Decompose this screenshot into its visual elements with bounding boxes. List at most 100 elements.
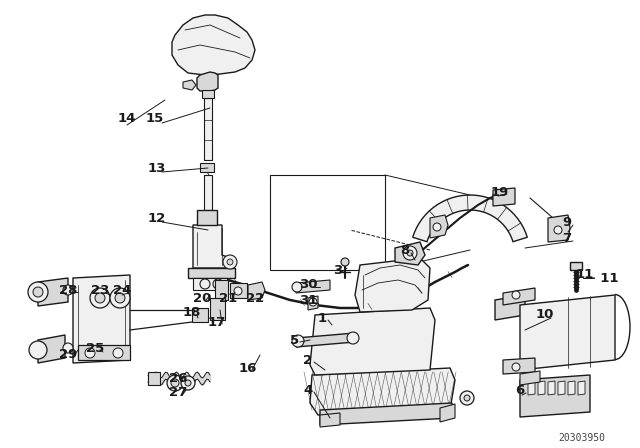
Text: 25: 25 bbox=[86, 341, 104, 354]
Polygon shape bbox=[395, 242, 425, 265]
Circle shape bbox=[554, 226, 562, 234]
Text: 20303950: 20303950 bbox=[558, 433, 605, 443]
Polygon shape bbox=[210, 298, 225, 320]
Text: - 11: - 11 bbox=[590, 271, 618, 284]
Circle shape bbox=[292, 335, 304, 347]
Text: 11: 11 bbox=[576, 268, 594, 281]
Text: 12: 12 bbox=[148, 211, 166, 224]
Text: 7: 7 bbox=[563, 232, 572, 245]
Polygon shape bbox=[308, 296, 318, 310]
Text: 31: 31 bbox=[299, 293, 317, 306]
Circle shape bbox=[63, 343, 73, 353]
Circle shape bbox=[309, 298, 317, 306]
Text: 23: 23 bbox=[91, 284, 109, 297]
Polygon shape bbox=[230, 283, 247, 298]
Circle shape bbox=[185, 380, 191, 386]
Text: 8: 8 bbox=[401, 244, 410, 257]
Polygon shape bbox=[310, 368, 455, 415]
Circle shape bbox=[63, 285, 73, 295]
Circle shape bbox=[181, 376, 195, 390]
Circle shape bbox=[33, 287, 43, 297]
Text: 21: 21 bbox=[219, 292, 237, 305]
Text: 10: 10 bbox=[536, 309, 554, 322]
Text: 22: 22 bbox=[246, 292, 264, 305]
Polygon shape bbox=[430, 215, 448, 238]
Text: 15: 15 bbox=[146, 112, 164, 125]
Text: 16: 16 bbox=[239, 362, 257, 375]
Polygon shape bbox=[193, 225, 230, 268]
Circle shape bbox=[347, 332, 359, 344]
Text: 1: 1 bbox=[317, 311, 326, 324]
Polygon shape bbox=[538, 381, 545, 395]
Text: 18: 18 bbox=[183, 306, 201, 319]
Polygon shape bbox=[204, 98, 212, 160]
Polygon shape bbox=[413, 195, 527, 242]
Polygon shape bbox=[493, 188, 515, 206]
Circle shape bbox=[28, 282, 48, 302]
Polygon shape bbox=[558, 381, 565, 395]
Circle shape bbox=[85, 348, 95, 358]
Circle shape bbox=[29, 341, 47, 359]
Polygon shape bbox=[503, 288, 535, 305]
Text: 13: 13 bbox=[148, 161, 166, 175]
Circle shape bbox=[407, 250, 413, 256]
Circle shape bbox=[167, 375, 183, 391]
Circle shape bbox=[213, 279, 223, 289]
Text: 20: 20 bbox=[193, 292, 211, 305]
Circle shape bbox=[433, 223, 441, 231]
Text: 27: 27 bbox=[169, 385, 187, 399]
Circle shape bbox=[227, 259, 233, 265]
Circle shape bbox=[95, 293, 105, 303]
Circle shape bbox=[90, 288, 110, 308]
Bar bbox=[202, 90, 214, 98]
Polygon shape bbox=[520, 295, 615, 370]
Text: 17: 17 bbox=[208, 315, 226, 328]
Polygon shape bbox=[38, 278, 68, 306]
Bar bbox=[270, 175, 385, 270]
Text: 3: 3 bbox=[333, 263, 342, 276]
Circle shape bbox=[403, 246, 417, 260]
Polygon shape bbox=[200, 163, 214, 172]
Polygon shape bbox=[310, 308, 435, 375]
Polygon shape bbox=[548, 215, 570, 242]
Circle shape bbox=[512, 291, 520, 299]
Circle shape bbox=[292, 282, 302, 292]
Polygon shape bbox=[296, 333, 355, 347]
Text: 14: 14 bbox=[118, 112, 136, 125]
Polygon shape bbox=[520, 371, 540, 385]
Polygon shape bbox=[78, 345, 130, 360]
Polygon shape bbox=[440, 404, 455, 422]
Polygon shape bbox=[183, 80, 196, 90]
Text: 24: 24 bbox=[113, 284, 131, 297]
Polygon shape bbox=[320, 413, 340, 427]
Circle shape bbox=[234, 287, 242, 295]
Polygon shape bbox=[503, 358, 535, 374]
Polygon shape bbox=[215, 280, 228, 300]
Polygon shape bbox=[172, 15, 255, 75]
Polygon shape bbox=[197, 210, 217, 225]
Polygon shape bbox=[578, 381, 585, 395]
Circle shape bbox=[113, 348, 123, 358]
Polygon shape bbox=[320, 403, 452, 425]
Circle shape bbox=[464, 395, 470, 401]
Text: 28: 28 bbox=[59, 284, 77, 297]
Polygon shape bbox=[148, 372, 160, 385]
Text: 4: 4 bbox=[303, 383, 312, 396]
Polygon shape bbox=[204, 175, 212, 210]
Polygon shape bbox=[188, 268, 235, 278]
Polygon shape bbox=[520, 375, 590, 417]
Circle shape bbox=[341, 258, 349, 266]
Text: 6: 6 bbox=[515, 383, 525, 396]
Polygon shape bbox=[548, 381, 555, 395]
Text: 9: 9 bbox=[563, 215, 572, 228]
Polygon shape bbox=[248, 282, 265, 300]
Polygon shape bbox=[193, 278, 228, 290]
Polygon shape bbox=[38, 335, 65, 363]
Polygon shape bbox=[528, 381, 535, 395]
Circle shape bbox=[171, 379, 179, 387]
Text: 5: 5 bbox=[291, 333, 300, 346]
Circle shape bbox=[223, 255, 237, 269]
Text: 19: 19 bbox=[491, 185, 509, 198]
Polygon shape bbox=[355, 258, 430, 312]
Polygon shape bbox=[495, 295, 525, 320]
